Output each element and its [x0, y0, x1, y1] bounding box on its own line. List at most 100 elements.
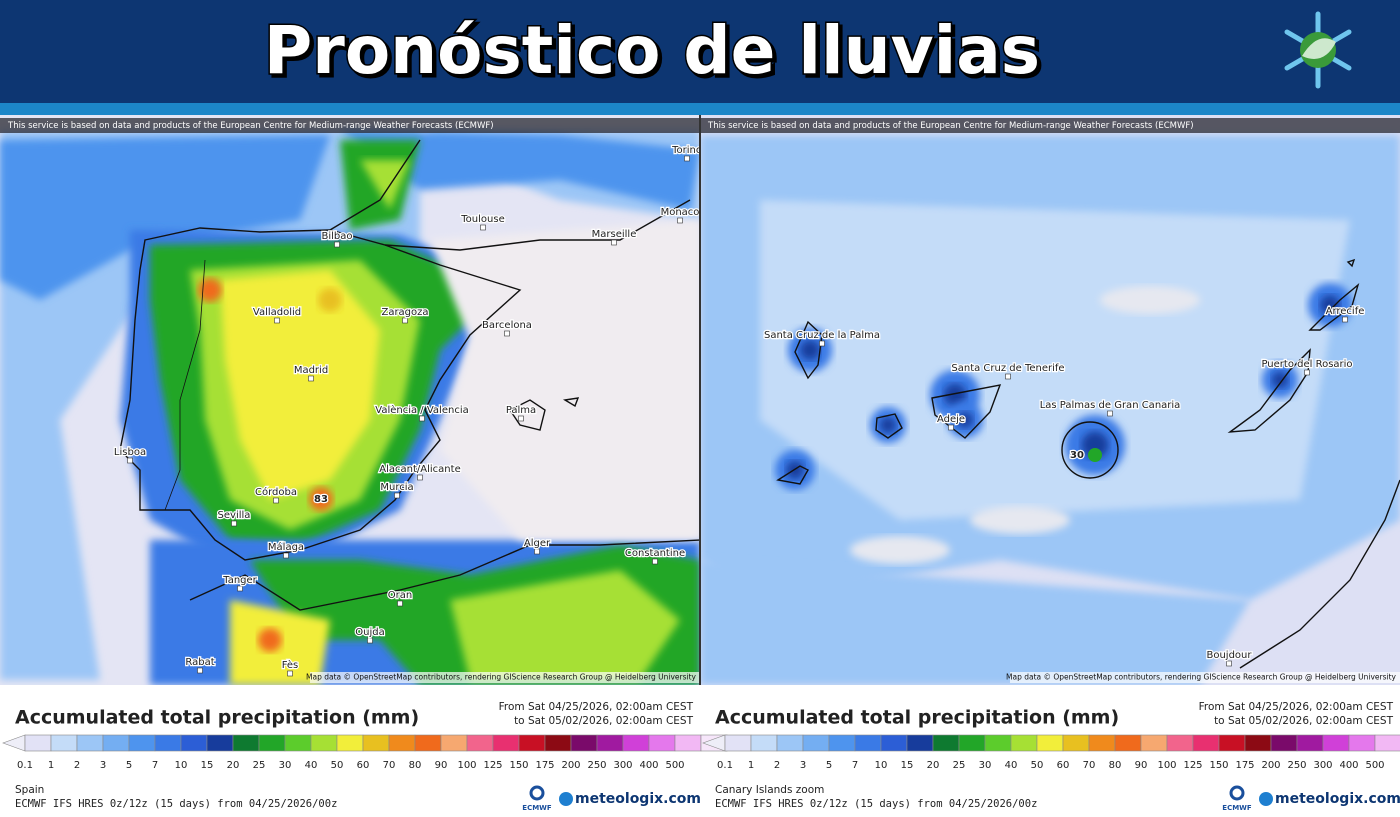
map-canary: This service is based on data and produc…: [701, 115, 1400, 685]
legend-swatch: [596, 734, 624, 752]
city-label: Las Palmas de Gran Canaria: [1040, 400, 1181, 411]
precip-peak: [318, 288, 342, 312]
ecmwf-icon: [1229, 785, 1245, 801]
legend-swatch: [622, 734, 650, 752]
city-dot: [308, 375, 314, 382]
attribution-bar: [701, 118, 1400, 133]
city-label: Santa Cruz de Tenerife: [951, 363, 1064, 374]
legend-swatch: [544, 734, 572, 752]
legend-label: 25: [253, 760, 266, 771]
city-dot: [394, 492, 400, 499]
legend-swatch: [1114, 734, 1142, 752]
legend-label: 300: [1313, 760, 1332, 771]
legend-label: 250: [587, 760, 606, 771]
city-label: Alacant/Alicante: [379, 464, 460, 475]
legend-label: 90: [1135, 760, 1148, 771]
precip-area: [1271, 371, 1289, 389]
legend-swatch: [802, 734, 830, 752]
legend-swatch: [310, 734, 338, 752]
precip-area: [970, 506, 1070, 534]
legend-label: 60: [357, 760, 370, 771]
legend-label: 20: [227, 760, 240, 771]
city-dot: [197, 667, 203, 674]
island: [875, 413, 903, 439]
legend-label: 0.1: [717, 760, 733, 771]
legend-swatch: [362, 734, 390, 752]
coastline: [329, 139, 691, 251]
legend-title: Accumulated total precipitation (mm): [715, 707, 1119, 729]
legend-label: 40: [305, 760, 318, 771]
legend-label: 15: [201, 760, 214, 771]
legend-swatch: [414, 734, 442, 752]
island: [1061, 421, 1119, 479]
model-info: ECMWF IFS HRES 0z/12z (15 days) from 04/…: [715, 798, 1037, 810]
precip-area: [430, 220, 699, 540]
legend-label: 7: [152, 760, 158, 771]
precip-area: [340, 130, 699, 210]
legend-swatch: [1192, 734, 1220, 752]
legend-label: 400: [1339, 760, 1358, 771]
city-label: Oujda: [355, 627, 384, 638]
precip-area: [1320, 295, 1340, 315]
legend-swatch: [232, 734, 260, 752]
legend-swatch: [1322, 734, 1350, 752]
legend-swatch: [776, 734, 804, 752]
city-label: Murcia: [380, 482, 413, 493]
city-label: Toulouse: [460, 214, 504, 225]
city-dot: [1304, 369, 1310, 376]
legend-label: 150: [509, 760, 528, 771]
legend-label: 300: [613, 760, 632, 771]
logo-ecmwf: ECMWF: [522, 804, 552, 812]
logo-icon: [1284, 11, 1352, 89]
legend-label: 15: [901, 760, 914, 771]
legend-label: 60: [1057, 760, 1070, 771]
map-credit: Map data © OpenStreetMap contributors, r…: [1006, 673, 1397, 682]
legend-swatch: [958, 734, 986, 752]
precip-area: [956, 411, 974, 429]
coastline: [1239, 479, 1400, 669]
legend-swatch: [674, 734, 702, 752]
attribution: This service is based on data and produc…: [707, 121, 1194, 131]
legend-label: 70: [1083, 760, 1096, 771]
city-dot: [677, 217, 683, 224]
legend-swatch: [570, 734, 598, 752]
legend-swatch: [50, 734, 78, 752]
model-info: ECMWF IFS HRES 0z/12z (15 days) from 04/…: [15, 798, 337, 810]
legend-swatch: [102, 734, 130, 752]
city-dot: [948, 424, 954, 431]
city-label: Rabat: [185, 657, 214, 668]
precip-peak: [1088, 448, 1102, 462]
legend-swatch: [1244, 734, 1272, 752]
legend-swatch: [24, 734, 52, 752]
city-dot: [419, 415, 425, 422]
date-to: to Sat 05/02/2026, 02:00am CEST: [1214, 715, 1394, 727]
legend-swatch: [128, 734, 156, 752]
legend-label: 25: [953, 760, 966, 771]
legend-swatch: [880, 734, 908, 752]
region: Canary Islands zoom: [715, 784, 824, 796]
precip-area: [0, 135, 330, 300]
legend-label: 175: [1235, 760, 1254, 771]
header-strip: [0, 103, 1400, 115]
city-label: Barcelona: [482, 320, 532, 331]
legend-label: 5: [826, 760, 832, 771]
legend-swatch: [466, 734, 494, 752]
legend-label: 30: [279, 760, 292, 771]
credit-bar: [310, 672, 699, 683]
city-dot: [231, 520, 237, 527]
precip-area: [701, 560, 1250, 685]
legend-swatch: [336, 734, 364, 752]
legend-label: 3: [800, 760, 806, 771]
legend-label: 50: [331, 760, 344, 771]
legend-label: 5: [126, 760, 132, 771]
legend-swatch: [1062, 734, 1090, 752]
max-value: 83: [314, 494, 328, 505]
legend-swatch: [1036, 734, 1064, 752]
legend-label: 125: [483, 760, 502, 771]
legend-label: 200: [1261, 760, 1280, 771]
legend-swatch: [648, 734, 676, 752]
island: [794, 320, 823, 380]
legend-label: 10: [175, 760, 188, 771]
legend-swatch: [154, 734, 182, 752]
city-dot: [417, 474, 423, 481]
